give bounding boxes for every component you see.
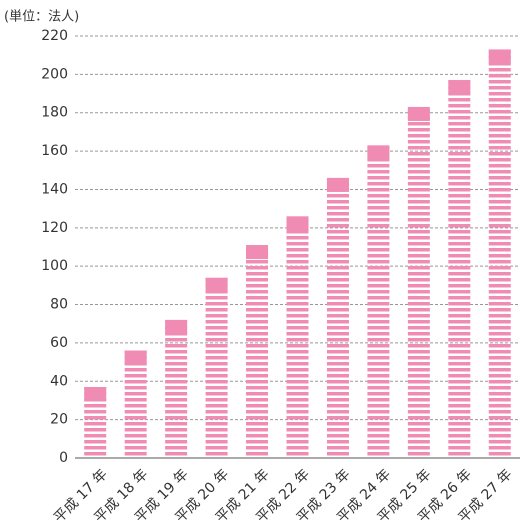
- bar-body: [407, 106, 430, 459]
- bar: [246, 245, 269, 458]
- bar-cap: [286, 216, 309, 231]
- bar-body: [286, 216, 309, 458]
- bar-body: [246, 245, 269, 458]
- y-tick-label: 20: [50, 412, 68, 428]
- bar-cap: [165, 319, 188, 334]
- bar-body: [326, 177, 349, 459]
- bar-body: [124, 350, 147, 458]
- bar: [124, 350, 147, 458]
- bar-body: [205, 277, 228, 458]
- y-tick-label: 80: [50, 297, 68, 313]
- y-tick-label: 180: [41, 105, 68, 121]
- bar: [286, 216, 309, 458]
- bar: [326, 177, 349, 459]
- chart-title: (単位：法人): [4, 9, 79, 25]
- y-tick-label: 0: [59, 450, 68, 466]
- y-tick-label: 160: [41, 143, 68, 159]
- bar-cap: [326, 177, 349, 192]
- bar: [84, 387, 107, 458]
- bar-body: [165, 319, 188, 458]
- bar: [205, 277, 228, 458]
- bar-cap: [488, 49, 511, 64]
- bar-cap: [84, 387, 107, 402]
- bar-body: [488, 49, 511, 458]
- y-tick-label: 60: [50, 335, 68, 351]
- y-tick-label: 200: [41, 66, 68, 82]
- bar-cap: [407, 106, 430, 121]
- bar: [165, 319, 188, 458]
- bar-cap: [367, 145, 390, 160]
- bar-cap: [124, 350, 147, 365]
- bar: [367, 145, 390, 458]
- bar-cap: [205, 277, 228, 292]
- bar-body: [367, 145, 390, 458]
- bar-body: [448, 80, 471, 459]
- bar: [448, 80, 471, 459]
- bar: [488, 49, 511, 458]
- bar-body: [84, 387, 107, 458]
- y-tick-label: 40: [50, 373, 68, 389]
- bar-cap: [448, 80, 471, 95]
- bar-cap: [246, 245, 269, 260]
- y-tick-label: 220: [41, 28, 68, 44]
- y-tick-label: 100: [41, 258, 68, 274]
- y-tick-label: 120: [41, 220, 68, 236]
- bar: [407, 106, 430, 459]
- y-tick-label: 140: [41, 181, 68, 197]
